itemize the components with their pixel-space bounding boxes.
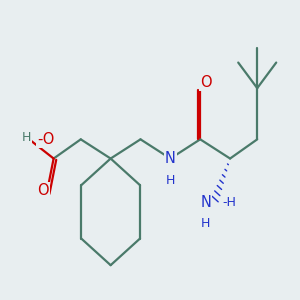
Text: O: O [37, 183, 49, 198]
Text: -O: -O [37, 132, 54, 147]
Text: H: H [22, 131, 31, 144]
Text: N: N [165, 151, 176, 166]
Text: -H: -H [223, 196, 237, 209]
Text: H: H [166, 174, 175, 187]
Text: O: O [200, 75, 212, 90]
Text: N: N [200, 195, 211, 210]
Text: H: H [201, 217, 210, 230]
